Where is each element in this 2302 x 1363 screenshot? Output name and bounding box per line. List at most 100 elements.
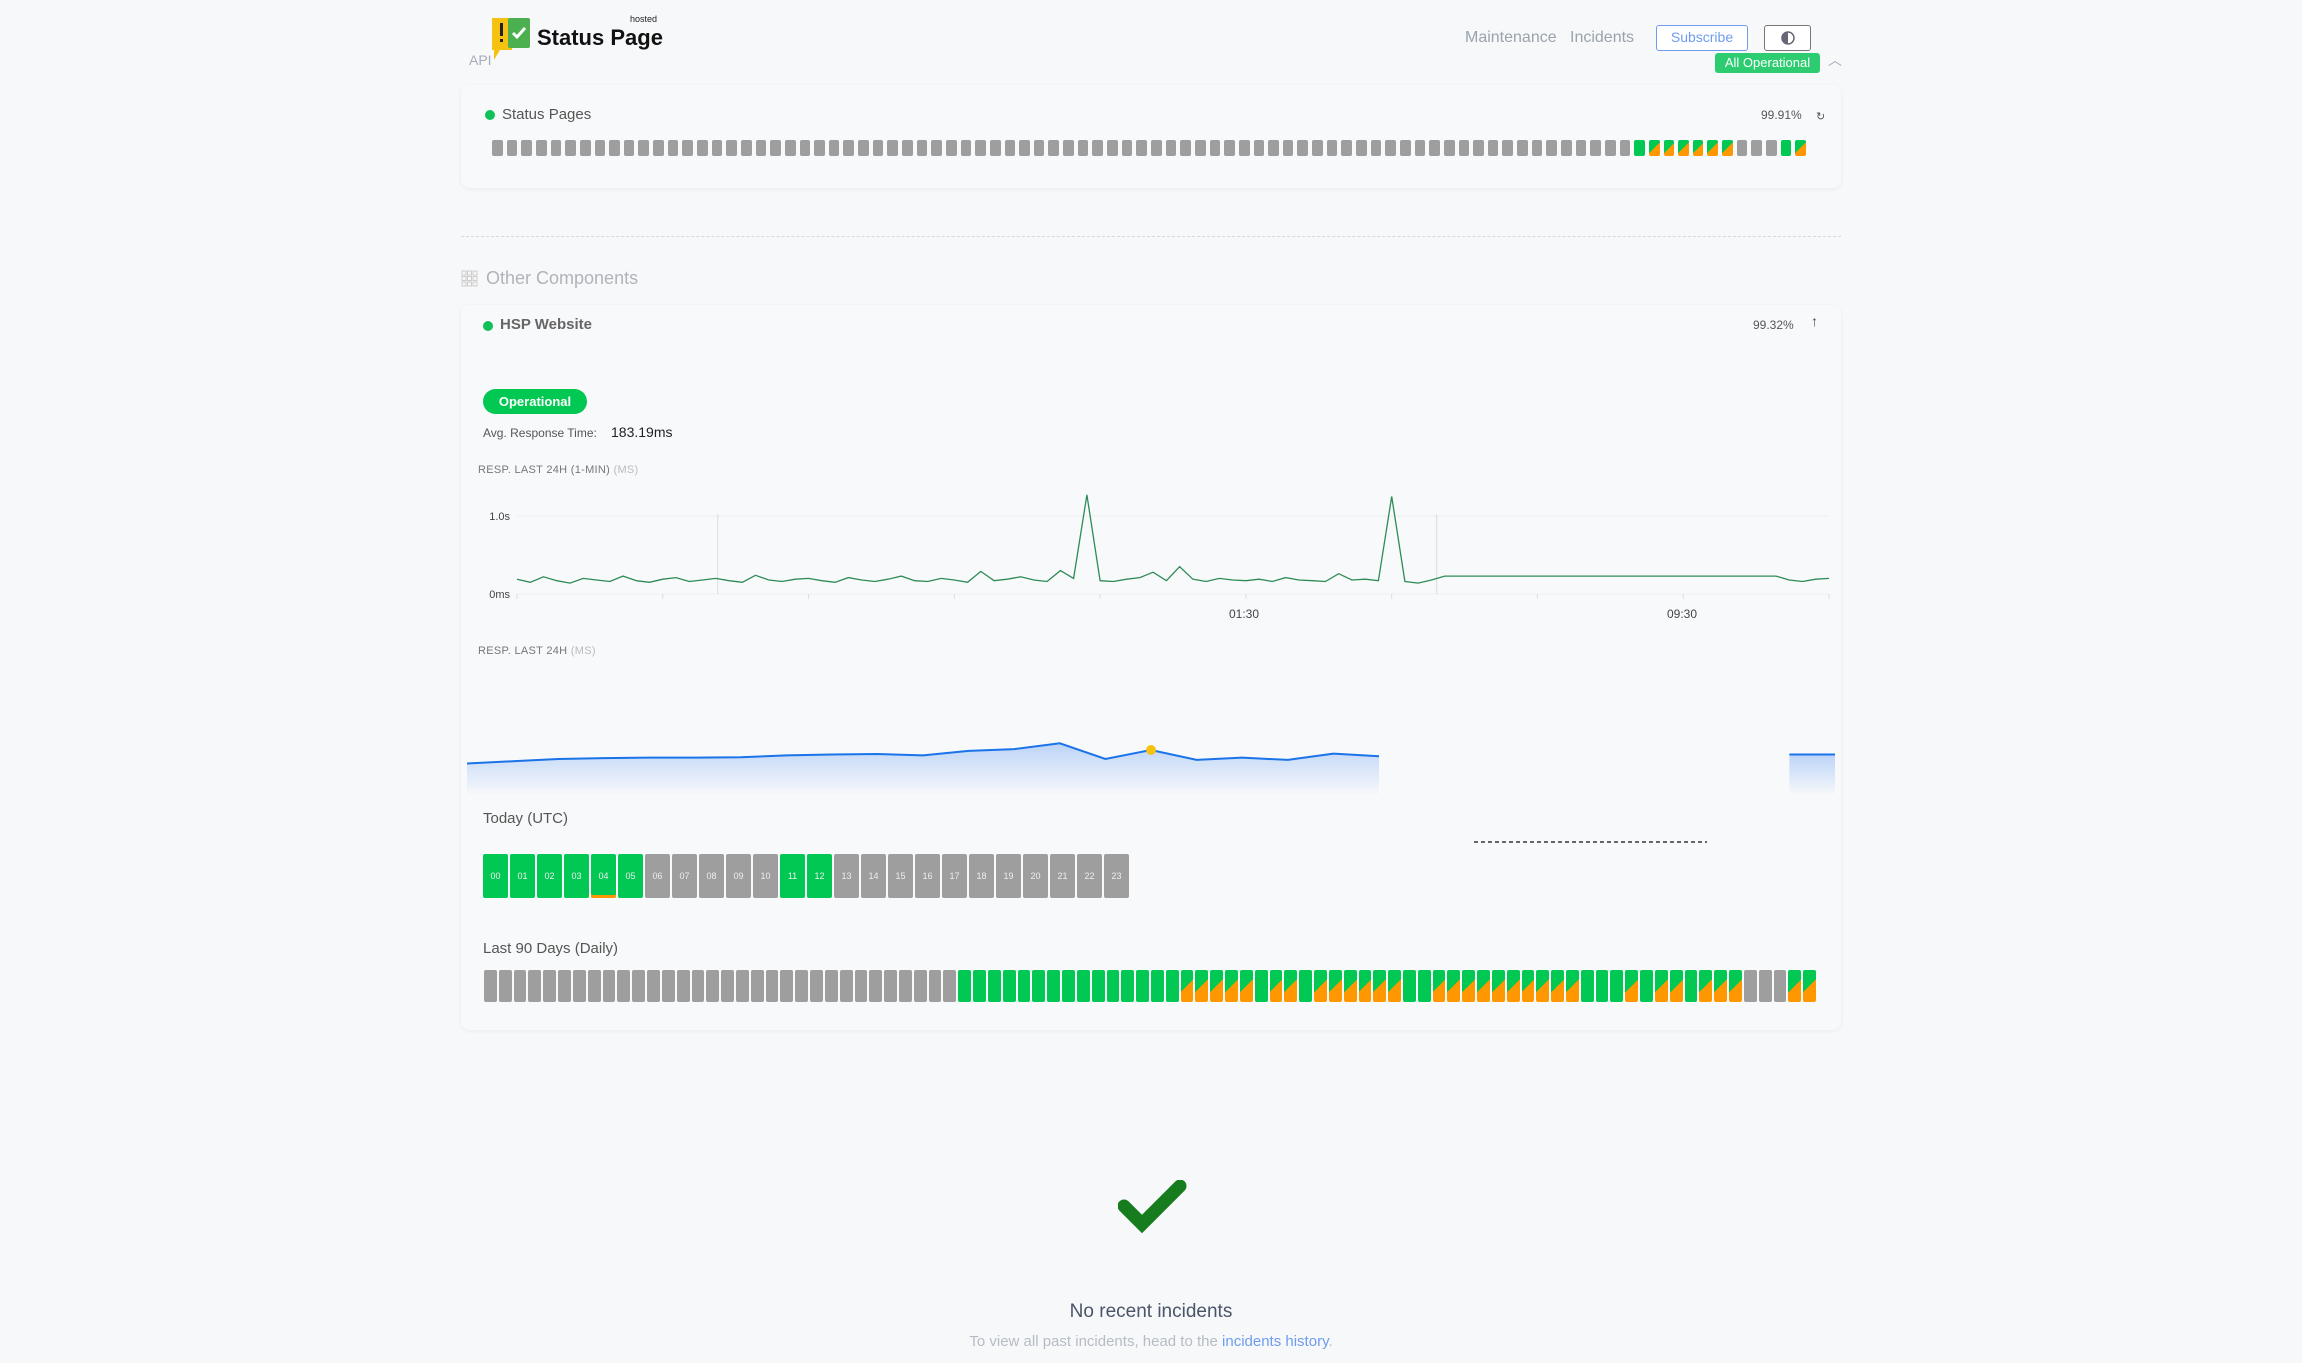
hour-bar[interactable]: 03 (564, 854, 589, 898)
day-bar[interactable] (1575, 140, 1587, 156)
day-bar[interactable] (1758, 970, 1772, 1002)
day-bar[interactable] (1648, 140, 1660, 156)
hour-bar[interactable]: 05 (618, 854, 643, 898)
day-bar[interactable] (647, 970, 660, 1002)
hour-bar[interactable]: 20 (1023, 854, 1048, 898)
hour-bar[interactable]: 10 (753, 854, 778, 898)
day-bar[interactable] (1561, 140, 1572, 156)
day-bar[interactable] (869, 970, 883, 1002)
day-bar[interactable] (858, 140, 869, 156)
day-bar[interactable] (661, 970, 675, 1002)
day-bar[interactable] (617, 970, 631, 1002)
day-bar[interactable] (1388, 970, 1401, 1002)
day-bar[interactable] (1443, 140, 1455, 156)
day-bar[interactable] (528, 970, 542, 1002)
day-bar[interactable] (770, 140, 781, 156)
day-bar[interactable] (960, 140, 972, 156)
day-bar[interactable] (1326, 140, 1338, 156)
hour-bar[interactable]: 08 (699, 854, 724, 898)
day-bar[interactable] (521, 140, 532, 156)
hour-bar[interactable]: 14 (861, 854, 886, 898)
hour-bar[interactable]: 06 (645, 854, 670, 898)
day-bar[interactable] (609, 140, 620, 156)
day-bar[interactable] (1358, 970, 1372, 1002)
day-bar[interactable] (691, 970, 705, 1002)
day-bar[interactable] (1268, 140, 1279, 156)
day-bar[interactable] (1284, 970, 1298, 1002)
day-bar[interactable] (594, 140, 606, 156)
hour-bar[interactable]: 00 (483, 854, 508, 898)
hour-bar[interactable]: 02 (537, 854, 562, 898)
day-bar[interactable] (872, 140, 884, 156)
day-bar[interactable] (726, 140, 737, 156)
day-bar[interactable] (916, 140, 928, 156)
day-bar[interactable] (1788, 970, 1802, 1002)
day-bar[interactable] (931, 140, 942, 156)
day-bar[interactable] (1047, 970, 1061, 1002)
hour-bar[interactable]: 22 (1077, 854, 1102, 898)
hour-bar[interactable]: 19 (996, 854, 1021, 898)
day-bar[interactable] (1604, 140, 1616, 156)
day-bar[interactable] (535, 140, 547, 156)
day-bar[interactable] (843, 140, 855, 156)
day-bar[interactable] (1610, 970, 1624, 1002)
day-bar[interactable] (1225, 970, 1238, 1002)
day-bar[interactable] (1194, 140, 1206, 156)
day-bar[interactable] (1692, 140, 1704, 156)
day-bar[interactable] (484, 970, 497, 1002)
day-bar[interactable] (1517, 140, 1528, 156)
day-bar[interactable] (579, 140, 591, 156)
day-bar[interactable] (492, 140, 503, 156)
day-bar[interactable] (973, 970, 986, 1002)
day-bar[interactable] (795, 970, 809, 1002)
day-bar[interactable] (943, 970, 957, 1002)
day-bar[interactable] (711, 140, 723, 156)
day-bar[interactable] (1062, 970, 1075, 1002)
day-bar[interactable] (1521, 970, 1535, 1002)
hour-bar[interactable]: 04 (591, 854, 616, 898)
day-bar[interactable] (1487, 140, 1499, 156)
day-bar[interactable] (1092, 140, 1104, 156)
day-bar[interactable] (1269, 970, 1283, 1002)
day-bar[interactable] (824, 970, 838, 1002)
incidents-history-link[interactable]: incidents history (1222, 1333, 1329, 1350)
day-bar[interactable] (1402, 970, 1416, 1002)
day-bar[interactable] (513, 970, 527, 1002)
day-bar[interactable] (1033, 140, 1045, 156)
day-bar[interactable] (1699, 970, 1713, 1002)
day-bar[interactable] (1297, 140, 1309, 156)
day-bar[interactable] (887, 140, 899, 156)
hour-bar[interactable]: 07 (672, 854, 697, 898)
day-bar[interactable] (1107, 140, 1118, 156)
day-bar[interactable] (1136, 140, 1147, 156)
day-bar[interactable] (1684, 970, 1698, 1002)
day-bar[interactable] (1502, 140, 1514, 156)
day-bar[interactable] (1254, 970, 1268, 1002)
hour-bar[interactable]: 01 (510, 854, 535, 898)
hour-bar[interactable]: 13 (834, 854, 859, 898)
day-bar[interactable] (1224, 140, 1235, 156)
day-bar[interactable] (1429, 140, 1440, 156)
day-bar[interactable] (1654, 970, 1668, 1002)
day-bar[interactable] (1238, 140, 1250, 156)
day-bar[interactable] (1341, 140, 1353, 156)
day-bar[interactable] (810, 970, 823, 1002)
theme-toggle-button[interactable] (1764, 25, 1811, 51)
day-bar[interactable] (1458, 140, 1470, 156)
day-bar[interactable] (1595, 970, 1609, 1002)
day-bar[interactable] (1180, 140, 1191, 156)
day-bar[interactable] (676, 970, 690, 1002)
day-bar[interactable] (1536, 970, 1550, 1002)
day-bar[interactable] (638, 140, 650, 156)
day-bar[interactable] (550, 140, 562, 156)
hour-bar[interactable]: 09 (726, 854, 751, 898)
day-bar[interactable] (706, 970, 720, 1002)
day-bar[interactable] (1722, 140, 1733, 156)
day-bar[interactable] (1477, 970, 1490, 1002)
day-bar[interactable] (1803, 970, 1816, 1002)
hour-bar[interactable]: 17 (942, 854, 967, 898)
nav-maintenance[interactable]: Maintenance (1465, 29, 1557, 46)
subscribe-button[interactable]: Subscribe (1656, 25, 1748, 51)
refresh-icon[interactable]: ↻ (1816, 111, 1826, 123)
day-bar[interactable] (1590, 140, 1601, 156)
